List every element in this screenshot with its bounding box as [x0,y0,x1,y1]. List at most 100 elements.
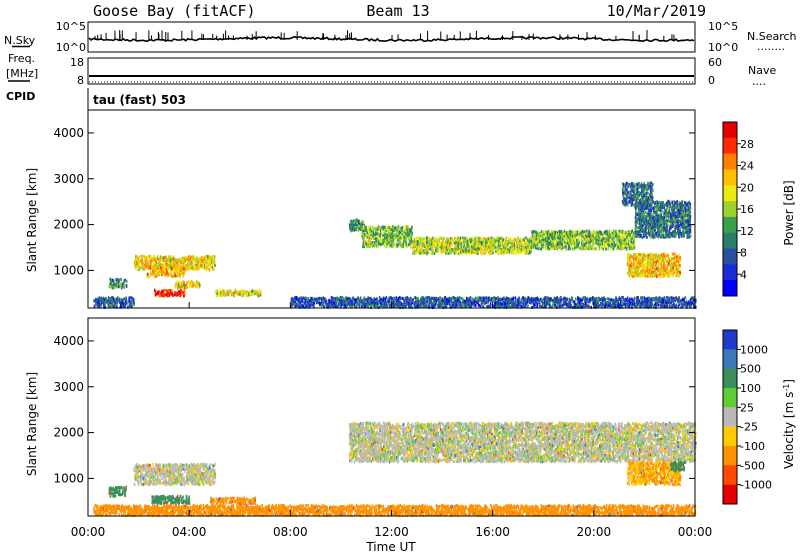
range-time-cell [402,244,405,248]
range-time-cell [219,289,221,293]
noise-spikes [94,30,675,40]
range-time-cell [110,296,112,300]
range-time-cell [374,242,376,246]
range-time-cell [158,294,161,298]
range-time-cell [351,219,354,223]
range-time-cell [156,266,159,270]
range-time-cell [608,229,611,233]
range-time-cell [459,236,462,240]
range-time-cell [299,296,301,300]
range-time-cell [365,225,367,229]
range-time-cell [396,228,398,232]
range-time-cell [563,229,566,233]
range-time-cell [660,223,662,227]
beam-title: Beam 13 [366,2,429,20]
range-time-cell [660,212,663,216]
range-time-cell [371,241,374,245]
range-time-cell [98,303,101,307]
range-time-cell [119,283,122,287]
range-time-cell [421,247,423,251]
noise-right-tick-top: 10^5 [708,20,738,33]
range-time-cell [582,240,584,244]
range-time-cell [177,286,180,290]
range-time-cell [257,294,259,298]
noise-trace-sky [88,35,695,43]
range-time-cell [169,258,172,262]
range-time-cell [374,232,376,236]
range-time-cell [647,191,649,195]
range-time-cell [120,278,122,281]
range-time-cell [163,269,166,273]
range-time-cell [397,296,400,300]
range-time-cell [116,300,118,304]
range-time-cell [173,266,176,270]
range-time-cell [193,261,196,265]
range-time-cell [451,243,454,247]
range-time-cell [682,204,685,208]
range-time-cell [158,272,161,276]
range-time-cell [153,288,156,292]
range-time-cell [182,274,185,278]
range-time-cell [365,239,368,243]
range-time-cell [373,228,375,232]
range-time-cell [651,186,654,190]
range-time-cell [147,259,149,263]
range-time-cell [181,272,183,276]
range-time-cell [586,229,588,233]
range-time-cell [184,286,187,290]
range-time-cell [180,268,182,272]
range-time-cell [128,297,131,301]
range-time-cell [616,245,618,249]
range-time-cell [666,206,669,210]
noise-left-tick-bottom: 10^0 [56,41,86,54]
range-time-cell [309,304,311,308]
range-time-cell [150,261,152,265]
range-time-cell [624,191,626,195]
range-time-cell [216,291,219,295]
range-time-cell [413,237,416,241]
nave-label: Nave [748,64,776,77]
range-time-cell [439,296,442,300]
range-time-cell [357,221,360,225]
range-time-cell [395,226,397,230]
range-time-cell [109,297,111,301]
range-time-cell [111,301,114,305]
range-time-cell [353,219,355,223]
range-time-cell [638,265,640,269]
range-time-cell [189,267,191,271]
range-time-cell [151,273,154,277]
range-time-cell [183,293,186,297]
range-time-cell [367,228,369,232]
noise-panel: N.Sky 10^5 10^0 10^5 10^0 N.Search .....… [4,20,797,54]
range-time-cell [671,257,673,261]
range-time-cell [110,279,112,283]
range-time-cell [661,253,663,257]
range-time-cell [144,267,146,271]
range-time-cell [379,232,382,236]
range-time-cell [140,254,143,258]
range-time-cell [618,232,620,236]
range-time-cell [133,301,135,305]
range-time-cell [626,188,628,192]
range-time-cell [366,235,369,239]
range-time-cell [117,296,119,300]
range-time-cell [449,244,452,248]
range-time-cell [448,302,451,306]
range-time-cell [196,256,198,260]
range-time-cell [202,256,205,260]
range-time-cell [404,237,406,241]
range-time-cell [361,230,364,234]
range-time-cell [191,280,194,284]
range-time-cell [409,240,411,243]
range-time-cell [480,252,483,256]
range-time-cell [145,256,148,260]
range-time-cell [176,283,179,286]
range-time-cell [393,242,396,246]
range-time-cell [170,272,172,276]
range-time-cell [137,258,140,262]
range-time-cell [410,239,413,243]
range-time-cell [209,256,211,260]
power-panel-frame [88,110,695,308]
range-time-cell [368,232,371,236]
range-time-cell [480,245,482,249]
